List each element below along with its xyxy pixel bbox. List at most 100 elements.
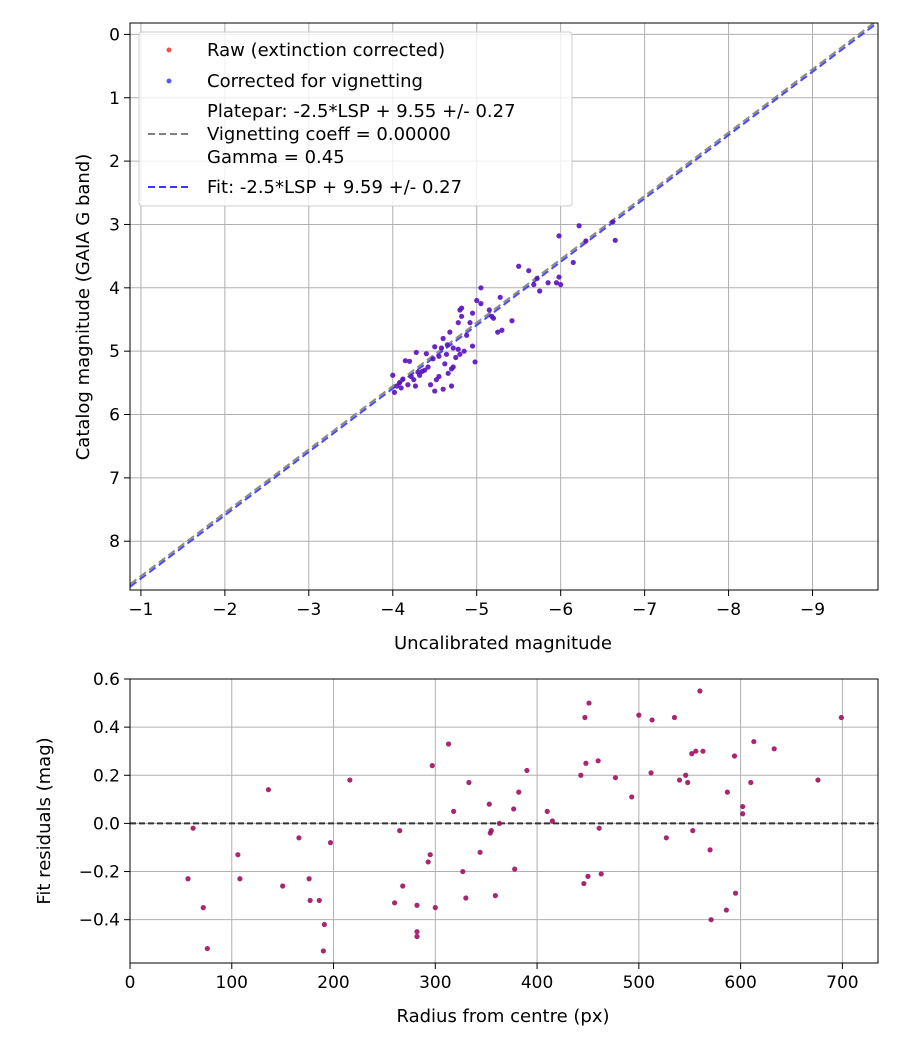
legend-label-platepar: Platepar: -2.5*LSP + 9.55 +/- 0.27 — [207, 101, 516, 122]
residuals-point — [724, 789, 730, 795]
calibration-point — [509, 318, 515, 324]
calibration-point — [417, 372, 423, 378]
calibration-y-tick-label: 1 — [109, 89, 120, 109]
residuals-point — [516, 789, 522, 795]
residuals-point — [683, 772, 689, 778]
residuals-y-axis-label: Fit residuals (mag) — [34, 737, 55, 904]
residuals-point — [723, 907, 729, 913]
residuals-y-tick-label: 0.4 — [93, 718, 120, 738]
residuals-point — [414, 902, 420, 908]
residuals-point — [296, 835, 302, 841]
calibration-point — [405, 382, 411, 388]
residuals-point — [612, 775, 619, 781]
residuals-x-tick-label: 100 — [216, 973, 248, 993]
calibration-plot: −1 −2 −3 −4 −5 −6 −7 −8 −9 0 1 2 3 4 5 6 7 8 Raw (extinct… — [73, 22, 879, 654]
residuals-point — [583, 760, 589, 766]
residuals-point — [648, 770, 654, 776]
legend-label-gamma: Gamma = 0.45 — [207, 147, 345, 168]
residuals-point — [697, 688, 703, 694]
residuals-point — [460, 868, 466, 875]
residuals-point — [429, 763, 435, 769]
residuals-point — [685, 779, 691, 786]
residuals-point — [235, 852, 241, 858]
calibration-x-tick-label: −8 — [716, 600, 741, 620]
residuals-point — [676, 777, 683, 783]
calibration-x-tick-label: −7 — [632, 600, 657, 620]
calibration-point — [440, 386, 446, 392]
calibration-point — [461, 348, 467, 354]
residuals-y-tick-label: 0.2 — [93, 766, 120, 786]
residuals-y-tick-label: −0.4 — [79, 911, 120, 931]
residuals-point — [427, 852, 433, 858]
calibration-point — [478, 285, 484, 291]
residuals-point — [391, 900, 398, 906]
residuals-point — [316, 897, 322, 904]
calibration-point — [576, 223, 582, 229]
residuals-point — [414, 933, 420, 940]
residuals-point — [581, 880, 587, 887]
calibration-line-platepar — [130, 23, 876, 586]
residuals-x-tick-label: 400 — [521, 973, 553, 993]
calibration-point — [442, 361, 448, 367]
legend-label-vignetting: Vignetting coeff = 0.00000 — [207, 124, 451, 145]
residuals-point — [280, 883, 286, 889]
residuals-point — [327, 840, 334, 846]
residuals-point — [492, 893, 498, 899]
calibration-point — [495, 329, 501, 335]
residuals-point — [445, 741, 452, 747]
calibration-point — [537, 288, 543, 294]
residuals-x-tick-label: 0 — [125, 973, 136, 993]
residuals-x-tick-label: 700 — [826, 973, 858, 993]
calibration-y-tick-label: 0 — [109, 25, 120, 45]
residuals-point — [200, 905, 206, 911]
residuals-point — [397, 828, 403, 834]
residuals-point — [586, 700, 592, 706]
calibration-x-axis-label: Uncalibrated magnitude — [394, 633, 612, 654]
calibration-y-tick-label: 8 — [109, 532, 120, 552]
calibration-point — [398, 385, 404, 391]
residuals-point — [320, 948, 326, 954]
residuals-point — [549, 818, 555, 824]
residuals-point — [671, 714, 678, 721]
calibration-y-axis-label: Catalog magnitude (GAIA G band) — [73, 154, 94, 461]
calibration-point — [455, 320, 461, 326]
calibration-y-tick-label: 7 — [109, 469, 120, 489]
residuals-point — [740, 811, 746, 817]
calibration-x-tick-label: −1 — [128, 600, 153, 620]
residuals-point — [689, 751, 695, 757]
residuals-point — [463, 895, 469, 901]
residuals-point — [578, 772, 584, 778]
calibration-point — [412, 383, 419, 389]
calibration-point — [570, 259, 576, 266]
calibration-point — [443, 351, 450, 357]
residuals-y-tick-label: 0.6 — [93, 670, 120, 690]
legend: Raw (extinction corrected) Corrected for… — [138, 31, 573, 207]
calibration-point — [436, 373, 442, 380]
residuals-plot-frame — [129, 678, 879, 964]
legend-label-corrected: Corrected for vignetting — [207, 71, 423, 92]
legend-box — [138, 31, 573, 207]
residuals-point — [400, 883, 406, 889]
calibration-point — [396, 380, 403, 386]
legend-label-fit: Fit: -2.5*LSP + 9.59 +/- 0.27 — [207, 177, 462, 198]
residuals-points — [185, 688, 844, 954]
calibration-point — [432, 388, 438, 394]
calibration-point — [583, 238, 589, 244]
calibration-point — [459, 305, 465, 311]
residuals-point — [185, 876, 191, 882]
legend-marker-corrected — [166, 78, 172, 84]
calibration-point — [558, 282, 564, 288]
calibration-point — [545, 280, 551, 286]
calibration-point — [469, 343, 476, 349]
residuals-plot: 0 100 200 300 400 500 600 700 −0.4 −0.2 0.0 0.2 0.4 0… — [34, 670, 879, 1027]
calibration-x-tick-label: −2 — [212, 600, 237, 620]
residuals-ticks: 0 100 200 300 400 500 600 700 −0.4 −0.2 0.0 0.2 0.4 0… — [79, 670, 859, 993]
residuals-point — [347, 777, 353, 783]
calibration-line-fit — [130, 23, 878, 588]
residuals-point — [582, 714, 588, 721]
calibration-point — [497, 294, 503, 300]
residuals-grid — [129, 678, 878, 963]
residuals-point — [751, 738, 757, 745]
calibration-point — [425, 364, 431, 370]
